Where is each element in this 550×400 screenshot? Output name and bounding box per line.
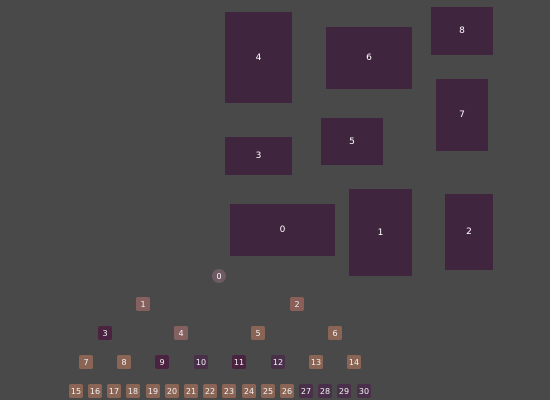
rect-3[interactable]: 3 — [225, 137, 292, 175]
rect-2[interactable]: 2 — [445, 194, 493, 270]
rect-label: 3 — [255, 151, 262, 161]
tree-node-label: 2 — [294, 299, 300, 309]
tree-node-0[interactable]: 0 — [212, 269, 226, 283]
tree-node-22[interactable]: 22 — [203, 384, 217, 398]
tree-node-label: 5 — [255, 328, 261, 338]
tree-node-label: 29 — [338, 386, 350, 396]
tree-node-2[interactable]: 2 — [290, 297, 304, 311]
tree-node-28[interactable]: 28 — [318, 384, 332, 398]
tree-node-1[interactable]: 1 — [136, 297, 150, 311]
rect-label: 8 — [459, 26, 465, 36]
tree-node-3[interactable]: 3 — [98, 326, 112, 340]
tree-node-label: 24 — [243, 386, 255, 396]
tree-node-label: 14 — [348, 357, 360, 367]
tree-node-label: 10 — [195, 357, 207, 367]
rect-0[interactable]: 0 — [230, 204, 335, 256]
tree-node-20[interactable]: 20 — [165, 384, 179, 398]
tree-node-label: 16 — [89, 386, 101, 396]
rect-label: 2 — [466, 227, 472, 237]
rect-label: 0 — [279, 225, 286, 235]
rect-label: 4 — [255, 52, 262, 63]
tree-node-label: 7 — [83, 357, 89, 367]
tree-node-label: 30 — [358, 386, 370, 396]
tree-node-12[interactable]: 12 — [271, 355, 285, 369]
rect-7[interactable]: 7 — [436, 79, 488, 151]
tree-node-26[interactable]: 26 — [280, 384, 294, 398]
tree-node-16[interactable]: 16 — [88, 384, 102, 398]
rect-label: 5 — [349, 136, 355, 147]
tree-node-label: 3 — [102, 328, 108, 338]
tree-node-label: 11 — [233, 357, 245, 367]
tree-node-label: 13 — [310, 357, 322, 367]
tree-node-11[interactable]: 11 — [232, 355, 246, 369]
tree-node-30[interactable]: 30 — [357, 384, 371, 398]
tree-node-label: 15 — [70, 386, 82, 396]
tree-node-25[interactable]: 25 — [261, 384, 275, 398]
tree-node-29[interactable]: 29 — [337, 384, 351, 398]
tree-node-label: 21 — [185, 386, 197, 396]
tree-node-6[interactable]: 6 — [328, 326, 342, 340]
tree-node-14[interactable]: 14 — [347, 355, 361, 369]
tree-node-9[interactable]: 9 — [155, 355, 169, 369]
tree-node-23[interactable]: 23 — [222, 384, 236, 398]
tree-node-label: 20 — [166, 386, 178, 396]
tree-node-13[interactable]: 13 — [309, 355, 323, 369]
rect-8[interactable]: 8 — [431, 7, 493, 55]
tree-node-8[interactable]: 8 — [117, 355, 131, 369]
tree-node-label: 23 — [223, 386, 235, 396]
tree-node-label: 19 — [147, 386, 159, 396]
rect-label: 7 — [459, 110, 465, 120]
tree-node-label: 0 — [216, 271, 222, 281]
rect-6[interactable]: 6 — [326, 27, 412, 89]
tree-node-27[interactable]: 27 — [299, 384, 313, 398]
tree-node-18[interactable]: 18 — [126, 384, 140, 398]
tree-node-label: 17 — [108, 386, 120, 396]
tree-node-10[interactable]: 10 — [194, 355, 208, 369]
rect-label: 1 — [377, 227, 384, 238]
rect-1[interactable]: 1 — [349, 189, 412, 276]
tree-node-15[interactable]: 15 — [69, 384, 83, 398]
tree-node-label: 18 — [127, 386, 139, 396]
tree-node-label: 8 — [121, 357, 127, 367]
rect-label: 6 — [366, 53, 372, 63]
tree-node-21[interactable]: 21 — [184, 384, 198, 398]
tree-node-label: 4 — [178, 328, 184, 338]
tree-node-label: 6 — [332, 328, 338, 338]
tree-node-24[interactable]: 24 — [242, 384, 256, 398]
tree-node-19[interactable]: 19 — [146, 384, 160, 398]
tree-node-label: 9 — [159, 357, 165, 367]
tree-node-5[interactable]: 5 — [251, 326, 265, 340]
tree-node-label: 1 — [140, 299, 146, 309]
tree-node-label: 26 — [281, 386, 293, 396]
tree-node-label: 27 — [300, 386, 312, 396]
tree-node-label: 22 — [204, 386, 216, 396]
tree-node-7[interactable]: 7 — [79, 355, 93, 369]
tree-node-label: 28 — [319, 386, 331, 396]
tree-node-label: 12 — [272, 357, 284, 367]
rect-4[interactable]: 4 — [225, 12, 292, 103]
tree-node-label: 25 — [262, 386, 274, 396]
tree-node-17[interactable]: 17 — [107, 384, 121, 398]
rect-5[interactable]: 5 — [321, 118, 383, 165]
tree-node-4[interactable]: 4 — [174, 326, 188, 340]
